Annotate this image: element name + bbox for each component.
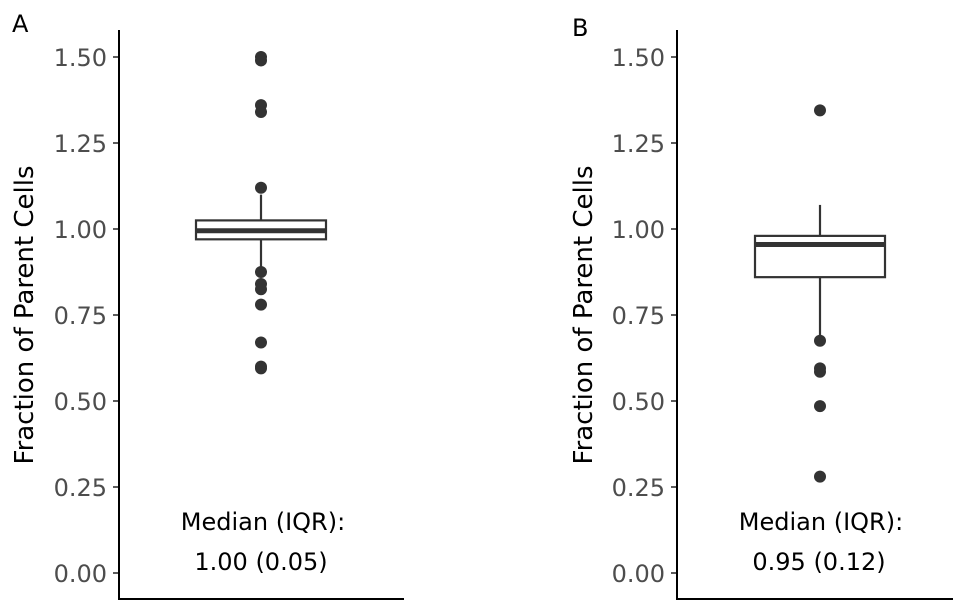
outlier-point-a [255, 106, 267, 118]
y-ticks-a: 0.00 0.25 0.50 0.75 1.00 1.25 1.50 [54, 44, 119, 588]
y-tick-label-b: 0.00 [612, 560, 665, 588]
outlier-point-b [814, 400, 826, 412]
y-tick-label-a: 1.00 [54, 216, 107, 244]
y-tick-label-a: 0.50 [54, 388, 107, 416]
y-tick-label-b: 1.25 [612, 130, 665, 158]
y-tick-label-a: 0.75 [54, 302, 107, 330]
median-iqr-label-a: Median (IQR): [181, 508, 345, 536]
outlier-point-b [814, 335, 826, 347]
y-tick-label-b: 0.75 [612, 302, 665, 330]
panel-label-a: A [12, 10, 29, 38]
boxplot-a [196, 51, 326, 374]
outlier-point-a [255, 362, 267, 374]
panel-label-b: B [572, 14, 588, 42]
y-tick-label-a: 0.00 [54, 560, 107, 588]
outlier-point-b [814, 366, 826, 378]
y-tick-label-a: 1.50 [54, 44, 107, 72]
outlier-point-a [255, 283, 267, 295]
median-iqr-label-b: Median (IQR): [739, 508, 903, 536]
outlier-point-b [814, 471, 826, 483]
outlier-point-a [255, 299, 267, 311]
boxplot-b [755, 104, 885, 482]
y-tick-label-a: 1.25 [54, 130, 107, 158]
y-axis-title-b: Fraction of Parent Cells [569, 165, 599, 464]
y-tick-label-b: 0.50 [612, 388, 665, 416]
median-iqr-value-b: 0.95 (0.12) [752, 548, 885, 576]
median-iqr-value-a: 1.00 (0.05) [194, 548, 327, 576]
y-ticks-b: 0.00 0.25 0.50 0.75 1.00 1.25 1.50 [612, 44, 677, 588]
outlier-point-a [255, 54, 267, 66]
outlier-point-a [255, 182, 267, 194]
y-axis-title-a: Fraction of Parent Cells [10, 165, 40, 464]
outlier-point-b [814, 104, 826, 116]
outlier-point-a [255, 337, 267, 349]
panel-a: A Fraction of Parent Cells 0.000.250.500… [10, 10, 404, 599]
y-tick-label-a: 0.25 [54, 474, 107, 502]
y-tick-label-b: 1.00 [612, 216, 665, 244]
panel-b: B Fraction of Parent Cells 0.000.250.500… [569, 14, 953, 599]
y-tick-label-b: 0.25 [612, 474, 665, 502]
outlier-point-a [255, 266, 267, 278]
y-tick-label-b: 1.50 [612, 44, 665, 72]
